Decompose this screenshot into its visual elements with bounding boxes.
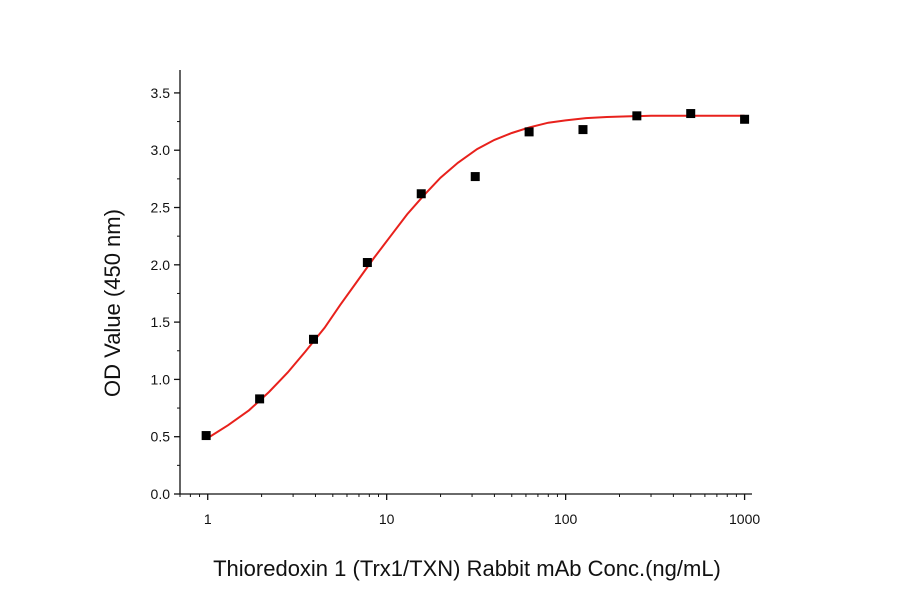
data-point bbox=[308, 334, 318, 344]
y-tick-label: 2.5 bbox=[151, 200, 171, 216]
y-tick-label: 2.0 bbox=[151, 257, 171, 273]
y-tick-label: 3.0 bbox=[151, 142, 171, 158]
data-point bbox=[201, 431, 211, 441]
x-axis: 1 10 100 1000 bbox=[179, 493, 760, 527]
y-axis-title: OD Value (450 nm) bbox=[100, 209, 125, 397]
data-point bbox=[362, 258, 372, 268]
data-point bbox=[740, 114, 750, 124]
y-tick-label: 1.0 bbox=[151, 371, 171, 387]
data-point bbox=[686, 109, 696, 119]
data-point bbox=[632, 111, 642, 121]
y-tick-label: 3.5 bbox=[151, 85, 171, 101]
data-point bbox=[470, 172, 480, 182]
x-tick-label: 1 bbox=[204, 511, 212, 527]
y-axis: 0.0 0.5 1.0 1.5 2.0 2.5 3.0 3.5 bbox=[151, 70, 181, 502]
x-tick-label: 100 bbox=[554, 511, 578, 527]
y-tick-label: 1.5 bbox=[151, 314, 171, 330]
plot-area bbox=[201, 109, 750, 441]
data-point bbox=[578, 125, 588, 135]
data-point bbox=[255, 394, 265, 404]
fit-curve bbox=[205, 114, 745, 440]
x-axis-title: Thioredoxin 1 (Trx1/TXN) Rabbit mAb Conc… bbox=[213, 556, 721, 581]
data-point bbox=[524, 127, 534, 137]
x-tick-label: 10 bbox=[379, 511, 395, 527]
data-point bbox=[416, 189, 426, 199]
y-tick-label: 0.0 bbox=[151, 486, 171, 502]
data-points bbox=[201, 109, 750, 441]
y-tick-label: 0.5 bbox=[151, 429, 171, 445]
x-tick-label: 1000 bbox=[729, 511, 760, 527]
